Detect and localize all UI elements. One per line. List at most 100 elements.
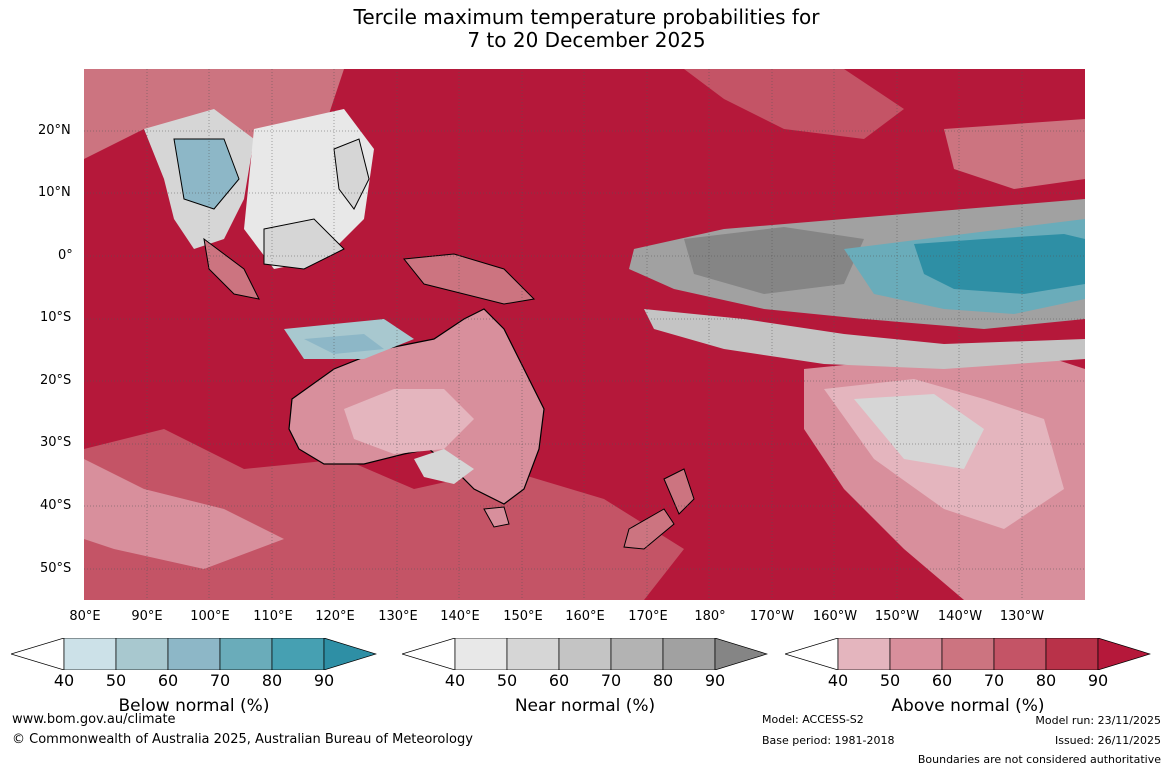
cb-below-seg-0 bbox=[11, 638, 65, 670]
issued-date: Issued: 26/11/2025 bbox=[1054, 734, 1161, 747]
lon-label-140w: 140°W bbox=[937, 609, 983, 624]
australia-south-near bbox=[414, 449, 474, 484]
lon-label-80e: 80°E bbox=[69, 609, 101, 624]
cb-near-tick-70: 70 bbox=[600, 671, 622, 690]
cb-above-tick-50: 50 bbox=[879, 671, 901, 690]
nz-south-island bbox=[623, 508, 675, 550]
model-name: Model: ACCESS-S2 bbox=[762, 713, 864, 726]
north-pacific-70 bbox=[684, 69, 904, 139]
cb-below-title: Below normal (%) bbox=[118, 696, 270, 716]
cb-above-tick-40: 40 bbox=[827, 671, 849, 690]
cb-below-tick-70: 70 bbox=[209, 671, 231, 690]
indochina-below bbox=[173, 138, 240, 210]
cb-below-tick-90: 90 bbox=[313, 671, 335, 690]
cb-below-seg-3 bbox=[167, 638, 221, 670]
base-period: Base period: 1981-2018 bbox=[762, 734, 895, 747]
cb-near-seg-0 bbox=[402, 638, 456, 670]
lat-label-20n: 20°N bbox=[38, 123, 71, 138]
grid-lines bbox=[84, 69, 1085, 600]
copyright: © Commonwealth of Australia 2025, Austra… bbox=[12, 732, 473, 747]
new-guinea bbox=[403, 253, 536, 305]
cb-below-seg-6 bbox=[323, 638, 377, 670]
cb-near-tick-40: 40 bbox=[444, 671, 466, 690]
lat-label-10s: 10°S bbox=[40, 310, 72, 325]
title-line-1: Tercile maximum temperature probabilitie… bbox=[353, 5, 820, 29]
sumatra bbox=[203, 237, 260, 300]
cb-near-tick-60: 60 bbox=[548, 671, 570, 690]
lat-label-10n: 10°N bbox=[38, 185, 71, 200]
lat-label-50s: 50°S bbox=[40, 561, 72, 576]
pacific-near-south-edge bbox=[644, 309, 1085, 369]
north-pacific-60 bbox=[944, 119, 1085, 189]
lon-label-170w: 170°W bbox=[749, 609, 795, 624]
title-line-2: 7 to 20 December 2025 bbox=[467, 28, 706, 52]
boundary-disclaimer: Boundaries are not considered authoritat… bbox=[917, 753, 1161, 766]
cb-above-title: Above normal (%) bbox=[891, 696, 1045, 716]
pacific-below-90 bbox=[914, 234, 1085, 294]
lat-label-20s: 20°S bbox=[40, 373, 72, 388]
lon-label-150e: 150°E bbox=[503, 609, 543, 624]
cb-below-seg-1 bbox=[63, 638, 117, 670]
lon-label-130w: 130°W bbox=[999, 609, 1045, 624]
borneo bbox=[263, 218, 345, 270]
lat-label-0: 0° bbox=[58, 248, 73, 263]
cb-above-seg-3 bbox=[941, 638, 995, 670]
colorbar-near-normal bbox=[402, 638, 768, 670]
tasmania bbox=[483, 506, 510, 528]
cb-near-tick-80: 80 bbox=[652, 671, 674, 690]
cb-near-seg-1 bbox=[454, 638, 508, 670]
cb-below-tick-80: 80 bbox=[261, 671, 283, 690]
region-near-se bbox=[854, 394, 984, 469]
map-title: Tercile maximum temperature probabilitie… bbox=[0, 6, 1173, 52]
cb-below-tick-50: 50 bbox=[105, 671, 127, 690]
cb-below-seg-2 bbox=[115, 638, 169, 670]
philippines bbox=[333, 138, 370, 210]
cb-near-seg-4 bbox=[610, 638, 664, 670]
lon-label-180: 180° bbox=[694, 609, 726, 624]
region-above-50-sw bbox=[84, 459, 284, 569]
lon-label-160w: 160°W bbox=[812, 609, 858, 624]
lat-label-40s: 40°S bbox=[40, 498, 72, 513]
cb-near-seg-3 bbox=[558, 638, 612, 670]
colorbar-below-normal bbox=[11, 638, 377, 670]
cb-above-seg-2 bbox=[889, 638, 943, 670]
nz-north-island bbox=[663, 468, 695, 515]
cb-above-seg-1 bbox=[837, 638, 891, 670]
cb-below-seg-5 bbox=[271, 638, 325, 670]
lon-label-170e: 170°E bbox=[628, 609, 668, 624]
cb-near-seg-5 bbox=[662, 638, 716, 670]
cb-above-seg-4 bbox=[993, 638, 1047, 670]
pacific-near-90 bbox=[684, 227, 864, 294]
lon-label-100e: 100°E bbox=[190, 609, 230, 624]
cb-below-seg-4 bbox=[219, 638, 273, 670]
cb-above-tick-60: 60 bbox=[931, 671, 953, 690]
cb-above-tick-70: 70 bbox=[983, 671, 1005, 690]
cb-near-tick-90: 90 bbox=[704, 671, 726, 690]
cb-below-tick-60: 60 bbox=[157, 671, 179, 690]
lon-label-110e: 110°E bbox=[253, 609, 293, 624]
lon-label-130e: 130°E bbox=[378, 609, 418, 624]
cb-near-seg-2 bbox=[506, 638, 560, 670]
below-normal-timor-core bbox=[304, 334, 384, 354]
lon-label-140e: 140°E bbox=[440, 609, 480, 624]
cb-above-tick-80: 80 bbox=[1035, 671, 1057, 690]
australia-interior-40 bbox=[344, 389, 474, 454]
lon-label-160e: 160°E bbox=[565, 609, 605, 624]
cb-near-title: Near normal (%) bbox=[514, 696, 656, 716]
cb-near-seg-6 bbox=[714, 638, 768, 670]
cb-above-seg-0 bbox=[785, 638, 839, 670]
lat-label-30s: 30°S bbox=[40, 435, 72, 450]
cb-near-tick-50: 50 bbox=[496, 671, 518, 690]
bom-url: www.bom.gov.au/climate bbox=[12, 712, 176, 727]
lon-label-120e: 120°E bbox=[315, 609, 355, 624]
colorbar-above-normal bbox=[785, 638, 1151, 670]
lon-label-150w: 150°W bbox=[874, 609, 920, 624]
lon-label-90e: 90°E bbox=[131, 609, 163, 624]
cb-above-seg-6 bbox=[1097, 638, 1151, 670]
cb-above-seg-5 bbox=[1045, 638, 1099, 670]
model-run: Model run: 23/11/2025 bbox=[1035, 714, 1161, 727]
cb-above-tick-90: 90 bbox=[1087, 671, 1109, 690]
map-svg bbox=[84, 69, 1085, 600]
cb-below-tick-40: 40 bbox=[53, 671, 75, 690]
probability-map bbox=[84, 69, 1085, 600]
